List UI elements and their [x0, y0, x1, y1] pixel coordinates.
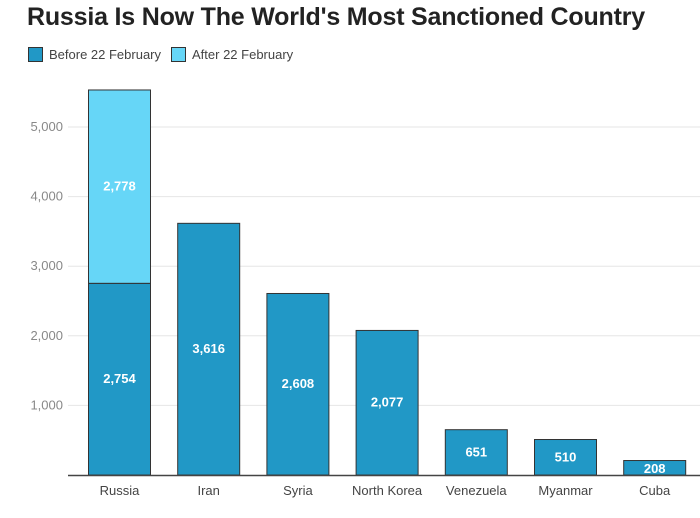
x-tick-label: Syria — [283, 483, 313, 498]
y-tick-label: 5,000 — [30, 119, 63, 134]
legend: Before 22 February After 22 February — [28, 47, 303, 62]
legend-swatch-after — [171, 47, 187, 62]
data-label: 2,754 — [103, 371, 136, 386]
legend-label-after: After 22 February — [192, 47, 294, 62]
data-label: 651 — [465, 444, 487, 459]
bar-before — [88, 282, 151, 476]
data-label: 208 — [644, 461, 666, 476]
bar-before — [266, 292, 330, 476]
bar-before — [534, 439, 597, 476]
y-tick-label: 1,000 — [30, 397, 63, 412]
bar-after — [88, 89, 151, 284]
chart-title: Russia Is Now The World's Most Sanctione… — [27, 3, 645, 31]
y-tick-label: 4,000 — [30, 189, 63, 204]
data-label: 2,778 — [103, 179, 136, 194]
data-label: 510 — [555, 449, 577, 464]
x-tick-label: Venezuela — [446, 483, 507, 498]
y-tick-label: 3,000 — [30, 258, 63, 273]
x-tick-label: North Korea — [352, 483, 423, 498]
bar-before — [444, 429, 508, 476]
y-tick-label: 2,000 — [30, 328, 63, 343]
x-tick-label: Cuba — [639, 483, 671, 498]
x-tick-label: Myanmar — [538, 483, 593, 498]
data-label: 2,077 — [371, 395, 404, 410]
legend-item-after: After 22 February — [171, 47, 293, 62]
x-tick-label: Russia — [100, 483, 141, 498]
x-tick-label: Iran — [197, 483, 219, 498]
data-label: 2,608 — [282, 376, 315, 391]
legend-label-before: Before 22 February — [49, 47, 162, 62]
legend-swatch-before — [28, 47, 43, 62]
legend-item-before: Before 22 February — [28, 47, 161, 62]
data-label: 3,616 — [192, 341, 225, 356]
